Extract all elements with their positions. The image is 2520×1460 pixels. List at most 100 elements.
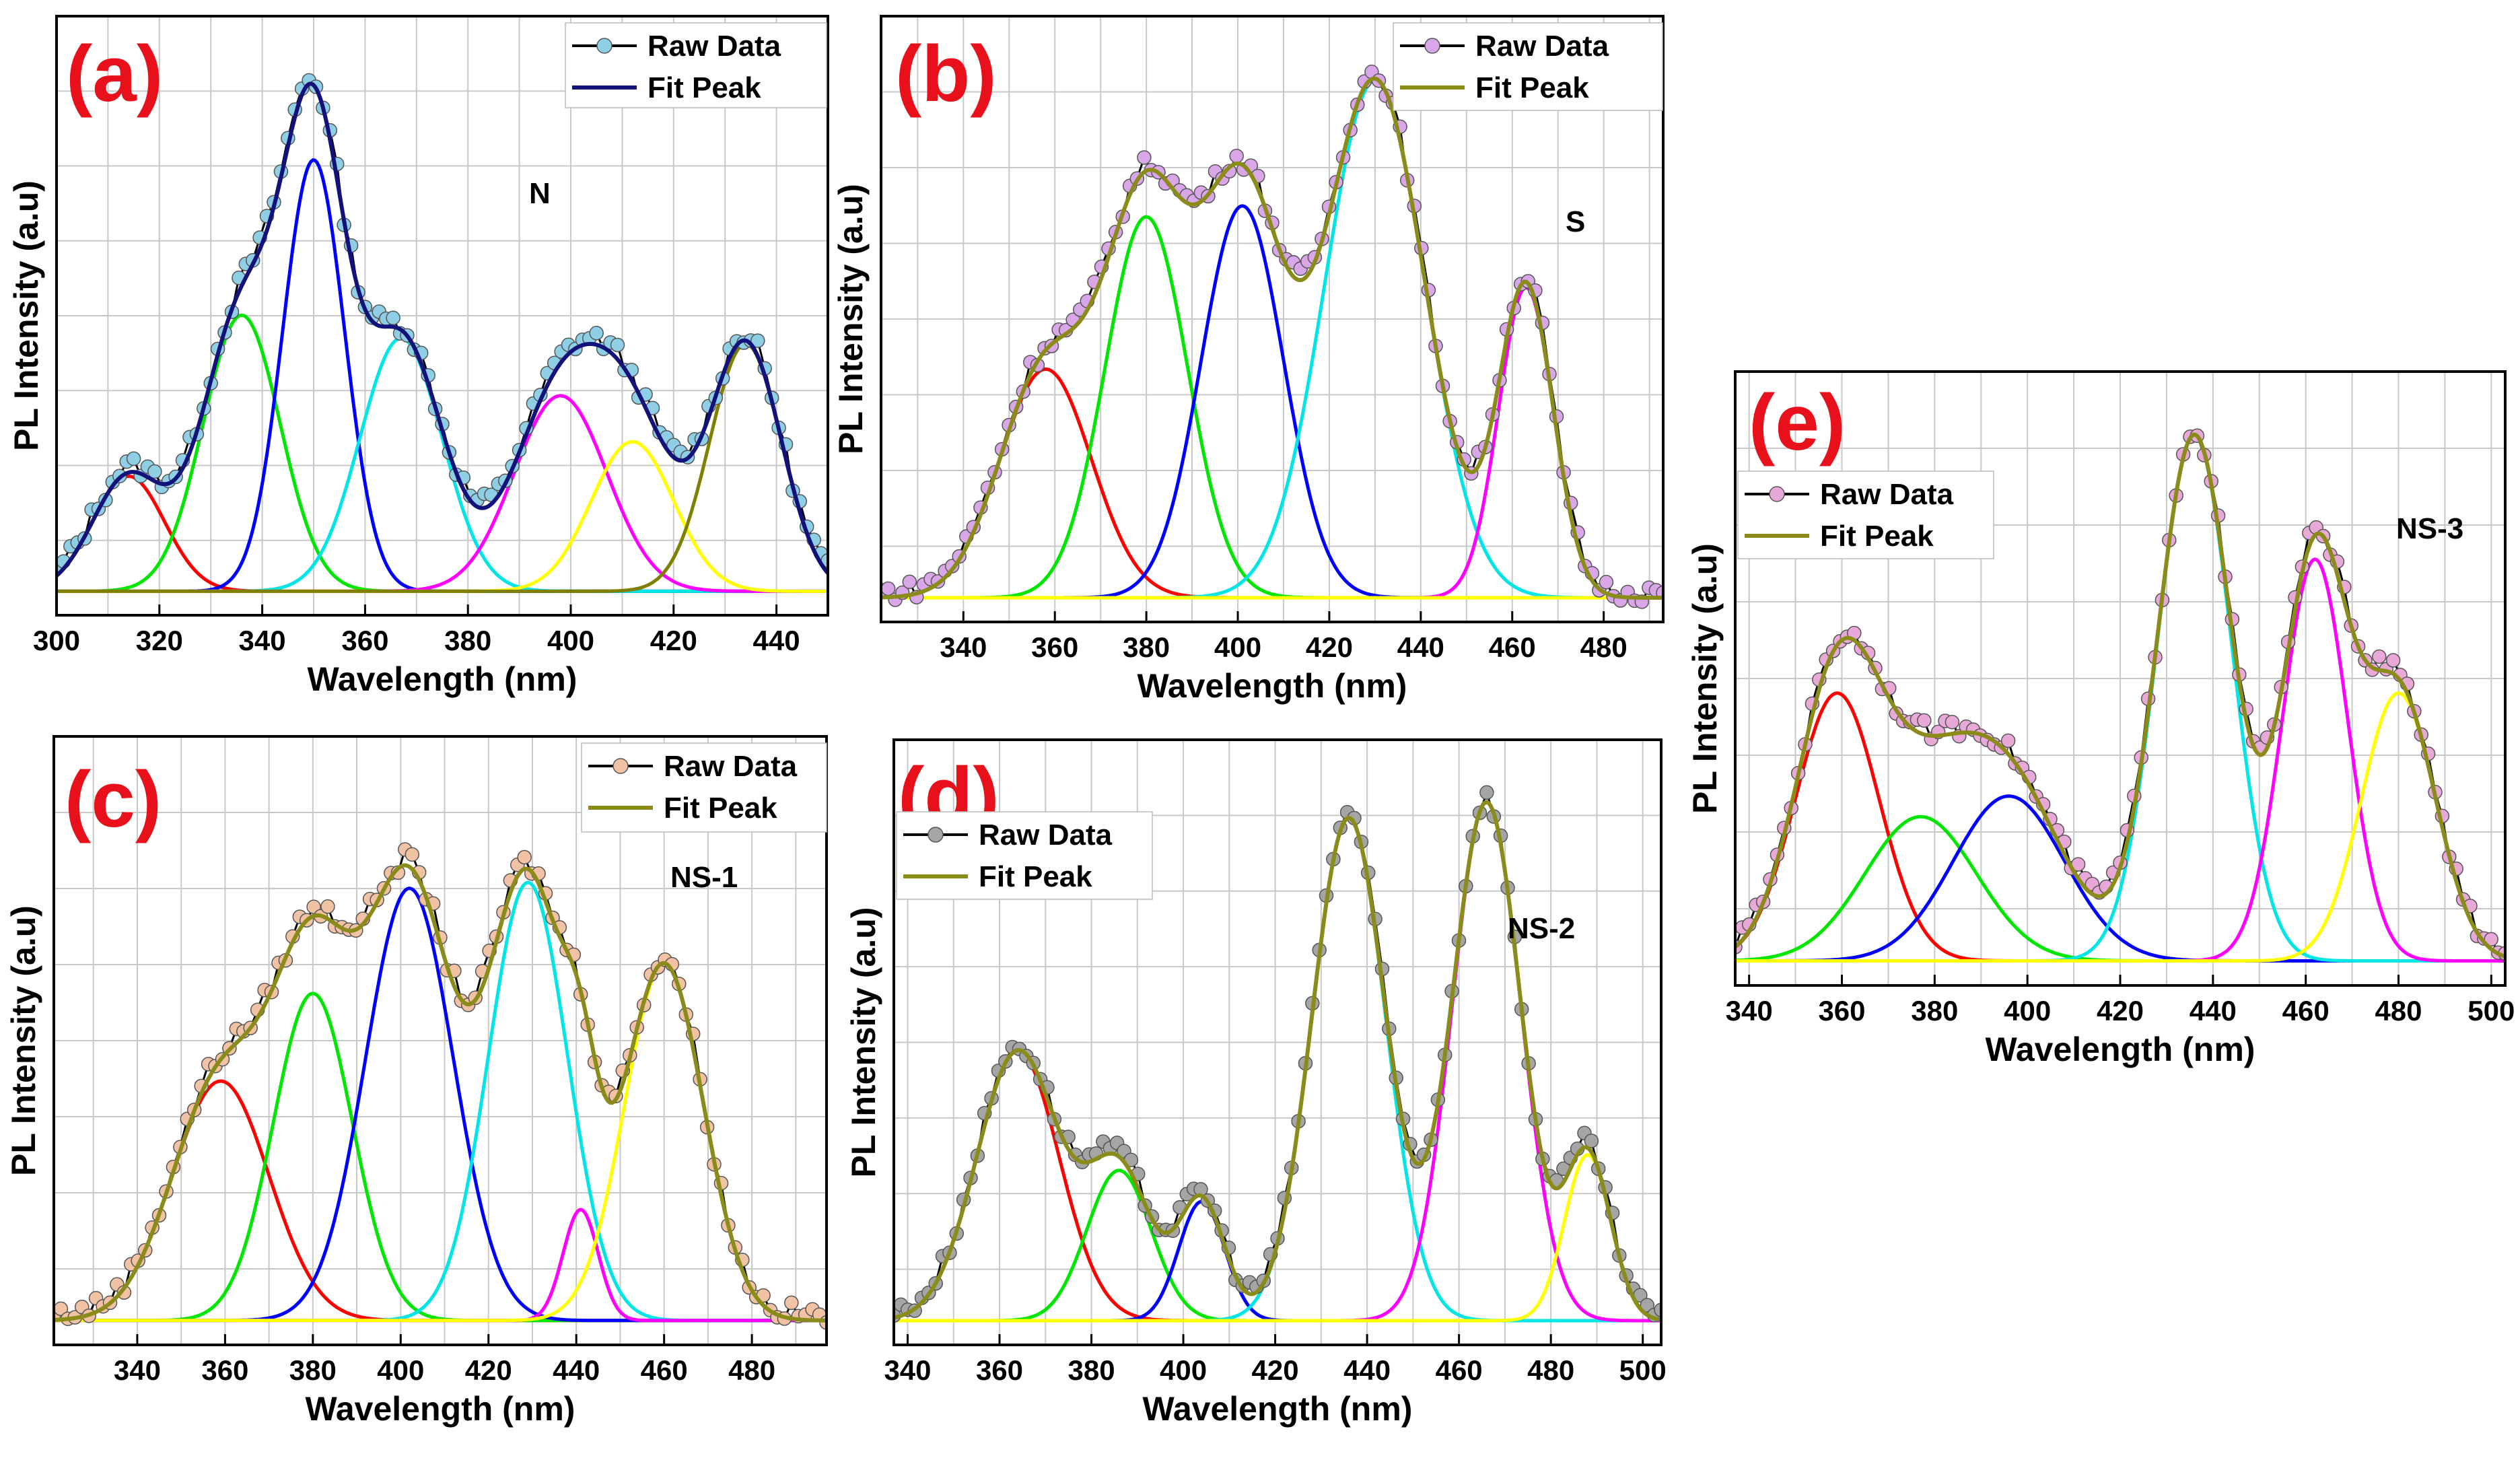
legend-marker [596, 38, 612, 54]
sample-label: S [1566, 205, 1585, 238]
x-tick-label: 360 [201, 1354, 248, 1386]
raw-data-point [2000, 733, 2016, 749]
raw-data-point [1584, 1134, 1599, 1148]
x-tick-label: 460 [641, 1354, 688, 1386]
raw-data-point [2385, 653, 2401, 668]
legend-label-fit: Fit Peak [648, 71, 761, 104]
x-tick-label: 460 [1436, 1354, 1483, 1386]
x-tick-label: 440 [753, 625, 800, 656]
y-axis-title: PL Intensity (a.u) [845, 907, 882, 1178]
fit-component-peak-7 [57, 342, 828, 593]
y-axis-title: PL Intensity (a.u) [7, 180, 45, 451]
y-axis-title: PL Intensity (a.u) [832, 184, 870, 454]
x-tick-label: 340 [940, 631, 987, 663]
x-tick-label: 360 [341, 625, 388, 656]
raw-data-point [386, 310, 400, 326]
x-tick-label: 440 [553, 1354, 600, 1386]
gridlines [56, 16, 829, 615]
legend-box [1737, 471, 1994, 559]
x-tick-label: 420 [465, 1354, 512, 1386]
raw-data-point [1229, 148, 1244, 164]
sample-label: N [529, 177, 551, 210]
legend: Raw Data Fit Peak [1737, 471, 1994, 559]
raw-data-point [1137, 150, 1152, 165]
legend-label-fit: Fit Peak [1820, 520, 1934, 553]
x-tick-label: 400 [1214, 631, 1261, 663]
y-axis-title: PL Intensity (a.u) [5, 905, 42, 1176]
legend-label-fit: Fit Peak [664, 792, 777, 825]
fit-components [881, 79, 1663, 600]
x-tick-label: 420 [650, 625, 697, 656]
x-tick-label: 300 [33, 625, 80, 656]
legend: Raw Data Fit Peak [565, 22, 827, 108]
sample-label: NS-3 [2396, 512, 2463, 545]
fit-components [1735, 433, 2505, 963]
raw-data [54, 842, 827, 1330]
raw-data-point [517, 849, 532, 865]
raw-data-point [589, 326, 604, 341]
x-tick-label: 340 [239, 625, 286, 656]
fit-component-peak-6 [1735, 691, 2505, 963]
legend-box [1393, 22, 1663, 111]
raw-data-point [902, 574, 917, 590]
fit-component-peak-2 [54, 992, 827, 1323]
fit-component-peak-3 [54, 887, 827, 1323]
x-tick-label: 340 [1726, 995, 1773, 1027]
x-axis: 340 360 380 400 420 440 460 480 [940, 611, 1628, 663]
legend: Raw Data Fit Peak [1393, 22, 1663, 111]
panel-label: (a) [66, 30, 163, 118]
x-axis: 340 360 380 400 420 440 460 480 500 [884, 1334, 1667, 1386]
legend-label-raw: Raw Data [979, 819, 1113, 851]
fit-peak-line [57, 81, 828, 578]
x-tick-label: 340 [114, 1354, 161, 1386]
fit-component-peak-1 [881, 367, 1663, 600]
x-tick-label: 380 [1068, 1354, 1115, 1386]
legend-box [581, 742, 827, 833]
raw-data-point [1640, 1298, 1655, 1313]
legend-marker [612, 758, 629, 774]
raw-data-point [1479, 785, 1494, 800]
gridlines [54, 736, 827, 1345]
fit-component-peak-4 [881, 79, 1663, 600]
raw-data-line [57, 79, 828, 567]
x-axis: 340 360 380 400 420 440 460 480 [114, 1334, 775, 1386]
x-tick-label: 360 [976, 1354, 1023, 1386]
x-tick-label: 460 [2282, 995, 2330, 1027]
panel-c: 340 360 380 400 420 440 460 480 Wavelength (nm) P… [5, 735, 828, 1428]
legend-label-fit: Fit Peak [1475, 71, 1589, 104]
raw-data-point [610, 337, 625, 353]
x-axis: 300 320 340 360 380 400 420 440 [33, 604, 800, 656]
x-tick-label: 460 [1489, 631, 1536, 663]
plot-frame [880, 15, 1665, 623]
raw-data-point [320, 899, 335, 914]
panel-a: 300 320 340 360 380 400 420 440 Wavelength (nm) P… [7, 15, 829, 698]
x-tick-label: 400 [377, 1354, 424, 1386]
raw-data-point [126, 451, 141, 466]
legend-marker [1424, 38, 1440, 54]
legend-label-raw: Raw Data [664, 750, 798, 783]
panel-label: (c) [65, 755, 162, 844]
x-axis-title: Wavelength (nm) [1986, 1031, 2255, 1068]
fit-component-peak-6 [57, 440, 828, 593]
raw-data-line [881, 70, 1663, 603]
fit-components [57, 158, 828, 593]
fit-component-peak-3 [894, 1200, 1661, 1323]
raw-data-point [2484, 932, 2498, 947]
legend: Raw Data Fit Peak [581, 742, 827, 833]
x-tick-label: 480 [1527, 1354, 1574, 1386]
fit-component-peak-2 [881, 215, 1663, 600]
raw-data-point [750, 333, 765, 348]
x-tick-label: 360 [1818, 995, 1865, 1027]
plot-frame [55, 15, 829, 617]
x-axis-title: Wavelength (nm) [1143, 1390, 1413, 1428]
raw-data-point [147, 464, 162, 479]
x-axis: 340 360 380 400 420 440 460 480 500 [1726, 975, 2515, 1027]
panel-e: 340 360 380 400 420 440 460 480 500 Wavelength (n… [1686, 370, 2515, 1068]
raw-data-point [1945, 714, 1960, 730]
legend-label-raw: Raw Data [1820, 478, 1954, 511]
raw-data-line [54, 847, 827, 1323]
x-tick-label: 320 [136, 625, 183, 656]
fit-peak-line [894, 800, 1661, 1322]
panel-d: 340 360 380 400 420 440 460 480 500 Wavelength (n… [845, 738, 1667, 1428]
